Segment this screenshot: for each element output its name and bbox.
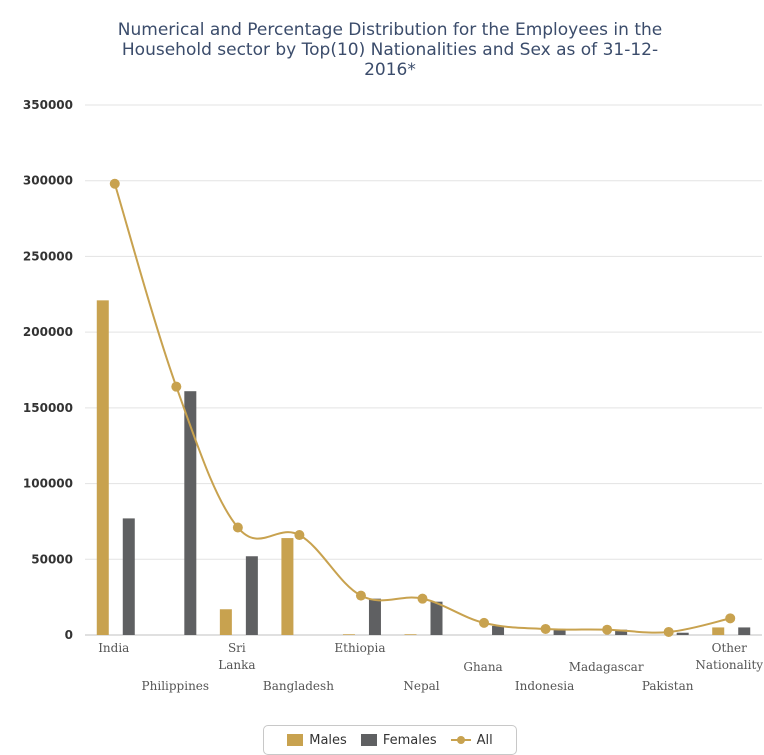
bar-females-pakistan <box>676 632 689 635</box>
chart-plot: 0 50000 100000 150000 200000 250000 300000 3500… <box>23 98 763 693</box>
y-tick-label-200000: 200000 <box>23 325 73 339</box>
y-tick-label-350000: 350000 <box>23 98 73 112</box>
bar-males-sri-lanka <box>219 609 232 635</box>
x-tick-label-india: India <box>98 641 129 655</box>
x-tick-label-line: Indonesia <box>515 679 574 693</box>
legend-swatch-females <box>360 734 377 746</box>
bar-females-ethiopia <box>368 598 381 635</box>
point-all-sri-lanka <box>232 522 243 533</box>
bar-males-ethiopia <box>342 634 355 635</box>
y-tick-label-50000: 50000 <box>31 552 73 566</box>
point-all-indonesia <box>540 623 551 634</box>
x-tick-label-line: Sri <box>228 641 246 655</box>
bar-females-india <box>122 518 135 635</box>
x-tick-label-line: Philippines <box>142 679 210 693</box>
chart-title-line-2: Household sector by Top(10) Nationalitie… <box>121 40 659 60</box>
x-tick-label-line: Pakistan <box>642 679 694 693</box>
x-tick-label-pakistan: Pakistan <box>642 679 694 693</box>
legend-item-all[interactable]: All <box>450 732 493 748</box>
x-tick-label-line: Madagascar <box>569 660 644 674</box>
x-tick-label-madagascar: Madagascar <box>569 660 644 674</box>
x-tick-label-line: Ethiopia <box>334 641 385 655</box>
y-tick-label-250000: 250000 <box>23 249 73 263</box>
bar-males-bangladesh <box>281 538 294 635</box>
point-all-philippines <box>171 381 182 392</box>
bar-females-sri-lanka <box>245 556 258 635</box>
x-tick-label-line: Nepal <box>403 679 439 693</box>
x-tick-label-philippines: Philippines <box>142 679 210 693</box>
y-tick-label-150000: 150000 <box>23 401 73 415</box>
bar-males-india <box>96 300 109 635</box>
bar-females-ghana <box>492 625 505 635</box>
point-all-india <box>109 178 120 189</box>
x-tick-label-line: India <box>98 641 129 655</box>
x-tick-label-line: Other <box>712 641 747 655</box>
point-all-bangladesh <box>294 530 305 541</box>
legend-line-marker-all <box>450 734 471 746</box>
x-tick-label-line: Bangladesh <box>263 679 334 693</box>
y-tick-label-300000: 300000 <box>23 174 73 188</box>
x-tick-label-ethiopia: Ethiopia <box>334 641 385 655</box>
legend-item-females[interactable]: Females <box>360 732 437 748</box>
legend-swatch-males <box>287 734 304 746</box>
bar-females-philippines <box>184 391 197 635</box>
bar-males-other-nationality <box>712 627 725 635</box>
x-tick-label-ghana: Ghana <box>463 660 502 674</box>
x-tick-label-other-nationality: Other Nationality <box>695 641 763 672</box>
x-tick-label-bangladesh: Bangladesh <box>263 679 334 693</box>
chart-title-line-3: 2016* <box>364 60 416 80</box>
x-tick-label-nepal: Nepal <box>403 679 439 693</box>
chart-legend: Males Females All <box>263 725 517 755</box>
bar-males-nepal <box>404 634 417 635</box>
x-tick-label-line: Nationality <box>695 658 763 672</box>
chart-title: Numerical and Percentage Distribution fo… <box>30 20 750 80</box>
y-tick-label-100000: 100000 <box>23 477 73 491</box>
x-tick-label-indonesia: Indonesia <box>515 679 574 693</box>
legend-label-females: Females <box>382 732 437 748</box>
legend-label-all: All <box>476 732 493 748</box>
bar-females-indonesia <box>553 628 566 635</box>
legend-label-males: Males <box>309 732 347 748</box>
bar-females-other-nationality <box>738 627 751 635</box>
x-tick-label-line: Lanka <box>218 658 255 672</box>
chart-title-line-1: Numerical and Percentage Distribution fo… <box>117 20 663 40</box>
point-all-ghana <box>479 617 490 628</box>
legend-item-males[interactable]: Males <box>287 733 347 748</box>
point-all-madagascar <box>602 624 613 635</box>
y-tick-label-0: 0 <box>65 628 73 642</box>
point-all-other-nationality <box>725 613 736 624</box>
x-tick-label-sri-lanka: Sri Lanka <box>218 641 255 672</box>
bar-females-madagascar <box>615 629 628 635</box>
point-all-ethiopia <box>355 590 366 601</box>
point-all-pakistan <box>663 626 674 637</box>
x-tick-label-line: Ghana <box>463 660 502 674</box>
point-all-nepal <box>417 593 428 604</box>
bar-females-nepal <box>430 601 443 635</box>
